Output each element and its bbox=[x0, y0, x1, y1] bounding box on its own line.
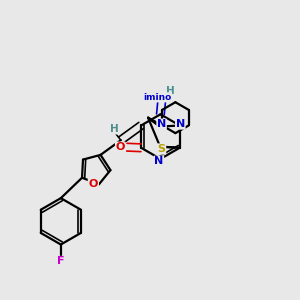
Text: O: O bbox=[116, 142, 125, 152]
Text: N: N bbox=[176, 119, 185, 129]
Text: H: H bbox=[167, 85, 175, 96]
Text: O: O bbox=[89, 179, 98, 189]
Text: N: N bbox=[157, 119, 166, 129]
Text: N: N bbox=[154, 156, 164, 166]
Text: O: O bbox=[88, 179, 98, 189]
Text: S: S bbox=[158, 144, 166, 154]
Text: F: F bbox=[57, 256, 64, 266]
Text: imino: imino bbox=[143, 93, 172, 102]
Text: H: H bbox=[110, 124, 119, 134]
